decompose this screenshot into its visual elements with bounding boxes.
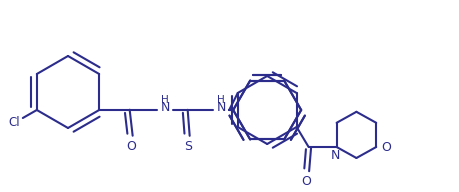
Text: O: O — [301, 175, 311, 188]
Text: Cl: Cl — [8, 117, 20, 129]
Text: S: S — [184, 140, 192, 152]
Text: N: N — [216, 100, 225, 113]
Text: N: N — [330, 148, 340, 161]
Text: O: O — [381, 141, 390, 153]
Text: N: N — [160, 100, 169, 113]
Text: O: O — [126, 140, 136, 152]
Text: H: H — [161, 95, 169, 105]
Text: H: H — [217, 95, 224, 105]
